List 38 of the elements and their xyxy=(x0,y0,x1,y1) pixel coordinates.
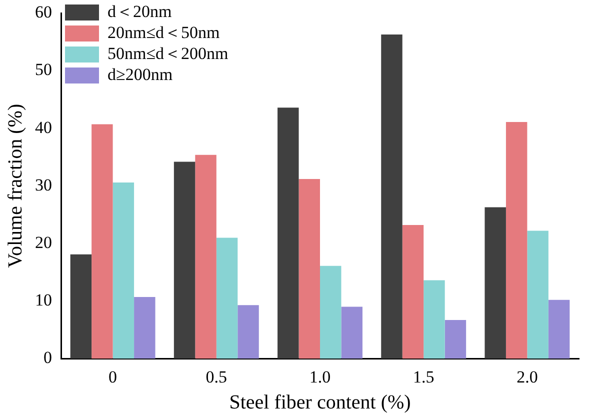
bar xyxy=(195,154,216,359)
x-tick-label: 1.0 xyxy=(309,367,331,386)
y-tick-label: 10 xyxy=(35,290,52,310)
legend-label: 20nm≤d＜50nm xyxy=(108,22,220,42)
bar xyxy=(70,254,92,359)
legend-label: 50nm≤d＜200nm xyxy=(108,44,228,63)
bar xyxy=(112,182,134,359)
x-tick-label: 1.5 xyxy=(412,367,434,386)
x-tick-label: 0 xyxy=(108,367,118,386)
y-tick-label: 30 xyxy=(35,175,52,194)
y-tick-label: 40 xyxy=(35,118,52,137)
bar xyxy=(381,34,402,359)
bar xyxy=(216,238,238,359)
bar xyxy=(298,178,320,359)
y-tick-label: 50 xyxy=(35,60,52,80)
bar xyxy=(527,230,548,359)
bar xyxy=(424,280,445,359)
bar xyxy=(134,297,156,359)
bar xyxy=(444,320,466,359)
bar xyxy=(484,207,506,359)
bar xyxy=(402,225,424,359)
bar xyxy=(506,122,528,359)
y-tick-label: 0 xyxy=(44,348,52,368)
x-tick-label: 0.5 xyxy=(206,367,228,386)
bar xyxy=(238,305,259,359)
legend-label: d＜20nm xyxy=(108,2,172,21)
bar xyxy=(92,124,113,359)
x-axis-title: Steel fiber content (%) xyxy=(229,391,411,414)
bar xyxy=(174,162,196,359)
y-axis-title: Volume fraction (%) xyxy=(4,104,26,268)
legend-label: d≥200nm xyxy=(108,64,173,84)
y-tick-label: 20 xyxy=(35,232,52,252)
y-tick-label: 60 xyxy=(35,2,52,22)
bar xyxy=(548,300,570,359)
bar xyxy=(341,306,362,359)
bar xyxy=(320,266,342,359)
bar xyxy=(278,108,299,359)
x-tick-label: 2.0 xyxy=(516,367,538,386)
